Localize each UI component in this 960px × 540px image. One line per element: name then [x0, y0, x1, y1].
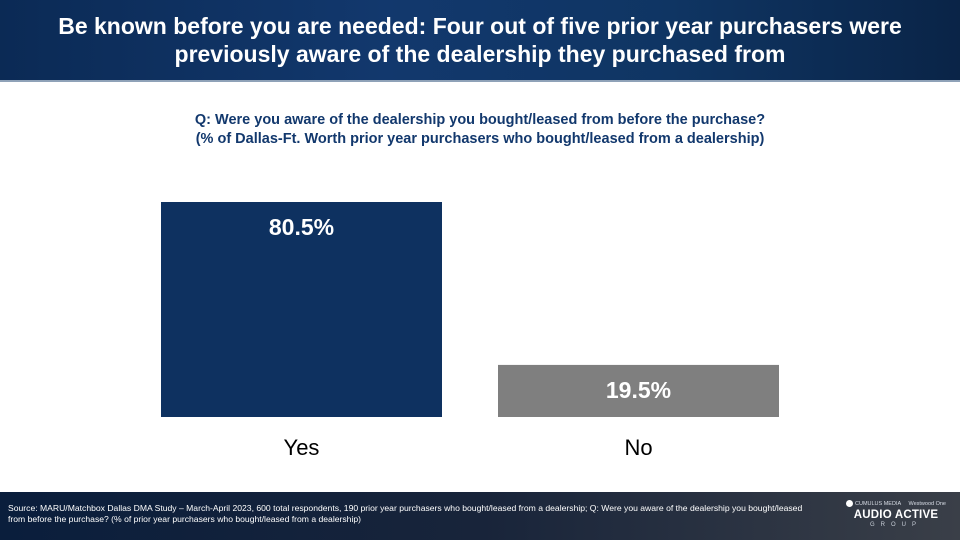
- westwood-one-logo: Westwood One: [908, 500, 946, 507]
- bar-yes: [161, 202, 442, 417]
- source-note: Source: MARU/Matchbox Dallas DMA Study –…: [8, 503, 803, 524]
- survey-question: Q: Were you aware of the dealership you …: [80, 111, 880, 149]
- question-line-2: (% of Dallas-Ft. Worth prior year purcha…: [195, 131, 765, 147]
- category-label-yes: Yes: [284, 435, 320, 460]
- page-title: Be known before you are needed: Four out…: [58, 13, 902, 67]
- brand-name: AUDIO ACTIVE: [853, 509, 939, 521]
- title-banner: Be known before you are needed: Four out…: [0, 0, 960, 82]
- question-line-1: Q: Were you aware of the dealership you …: [194, 112, 766, 128]
- cumulus-icon: [846, 500, 853, 507]
- category-label-no: No: [624, 435, 652, 460]
- footer-bar: Source: MARU/Matchbox Dallas DMA Study –…: [0, 492, 960, 540]
- bar-no: [498, 364, 779, 417]
- cumulus-logo: CUMULUS MEDIA: [846, 500, 901, 507]
- data-label-no: 19.5%: [606, 377, 671, 403]
- brand-partners: CUMULUS MEDIA Westwood One: [846, 500, 946, 507]
- data-label-yes: 80.5%: [269, 214, 334, 240]
- brand-logo: CUMULUS MEDIA Westwood One AUDIO ACTIVE …: [846, 500, 946, 528]
- brand-subtitle: GROUP: [869, 522, 922, 528]
